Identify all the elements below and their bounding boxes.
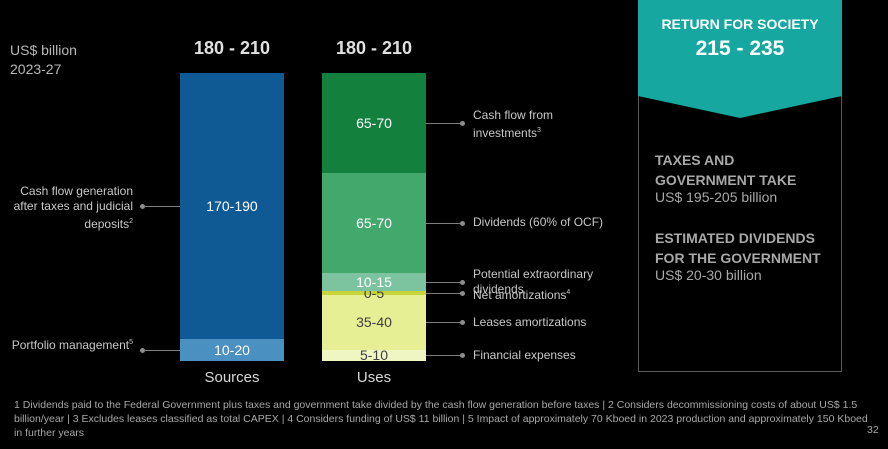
- uses-segment-label: 65-70: [356, 214, 392, 231]
- dividends-value: US$ 20-30 billion: [655, 267, 762, 283]
- annotation-dot: [140, 204, 145, 210]
- uses-segment-label: 35-40: [356, 314, 392, 331]
- annotation-dot: [460, 320, 465, 326]
- sources-segment: [180, 73, 284, 339]
- uses-annotation: Cash flow from investments3: [473, 108, 554, 141]
- annotation-dot: [460, 121, 465, 127]
- sources-annotation: Portfolio management5: [11, 337, 133, 352]
- annotation-dot: [140, 347, 145, 353]
- taxes-value: US$ 195-205 billion: [655, 189, 778, 205]
- return-for-society-title: RETURN FOR SOCIETY: [661, 16, 819, 32]
- uses-annotation: Dividends (60% of OCF): [473, 215, 604, 230]
- uses-annotation: Leases amortizations: [473, 314, 587, 329]
- return-for-society-banner: [638, 0, 842, 118]
- annotation-connector: [426, 355, 462, 357]
- uses-segment-label: 5-10: [359, 347, 389, 364]
- sources-segment: [180, 338, 284, 361]
- sources-total-label: 180 - 210: [193, 38, 271, 58]
- dividends-heading: ESTIMATED DIVIDENDS FOR THE GOVERNMENT: [655, 228, 821, 268]
- uses-annotation: Net amortizations4: [473, 288, 571, 303]
- uses-segment: [322, 349, 426, 361]
- sources-category-label: Sources: [204, 369, 260, 386]
- uses-category-label: Uses: [356, 369, 392, 386]
- uses-segment-label: 65-70: [356, 115, 392, 132]
- annotation-dot: [460, 290, 465, 296]
- uses-segment-label: 10-15: [356, 273, 392, 290]
- annotation-connector: [426, 322, 462, 324]
- annotation-dot: [460, 353, 465, 359]
- annotation-connector: [426, 292, 462, 294]
- annotation-connector: [142, 206, 180, 208]
- uses-annotation: Financial expenses: [473, 347, 576, 362]
- uses-segment: [322, 294, 426, 350]
- unit-label: US$ billion 2023-27: [10, 41, 77, 79]
- uses-total-label: 180 - 210: [335, 38, 413, 58]
- dividends-heading-line1: ESTIMATED DIVIDENDS: [655, 230, 815, 246]
- annotation-dot: [460, 220, 465, 226]
- return-for-society-value: 215 - 235: [695, 37, 785, 60]
- uses-segment: [322, 172, 426, 273]
- uses-annotation: Potential extraordinary dividends: [473, 266, 594, 296]
- annotation-connector: [426, 281, 462, 283]
- annotation-connector: [142, 349, 180, 351]
- sources-annotation: Cash flow generation after taxes and jud…: [13, 183, 133, 231]
- uses-segment: [322, 290, 426, 295]
- page-number: 32: [867, 424, 879, 436]
- uses-segment: [322, 272, 426, 291]
- annotation-connector: [426, 123, 462, 125]
- taxes-heading: TAXES AND GOVERNMENT TAKE: [655, 150, 796, 190]
- uses-segment: [322, 73, 426, 173]
- sources-segment-label: 10-20: [214, 341, 250, 358]
- annotation-connector: [426, 222, 462, 224]
- unit-line-currency: US$ billion: [10, 42, 77, 58]
- footnote: 1 Dividends paid to the Federal Governme…: [14, 399, 868, 439]
- taxes-heading-line2: GOVERNMENT TAKE: [655, 172, 797, 188]
- sources-segment-label: 170-190: [206, 198, 258, 215]
- annotation-dot: [460, 279, 465, 285]
- unit-line-period: 2023-27: [10, 61, 62, 77]
- dividends-heading-line2: FOR THE GOVERNMENT: [655, 250, 821, 266]
- taxes-heading-line1: TAXES AND: [655, 152, 735, 168]
